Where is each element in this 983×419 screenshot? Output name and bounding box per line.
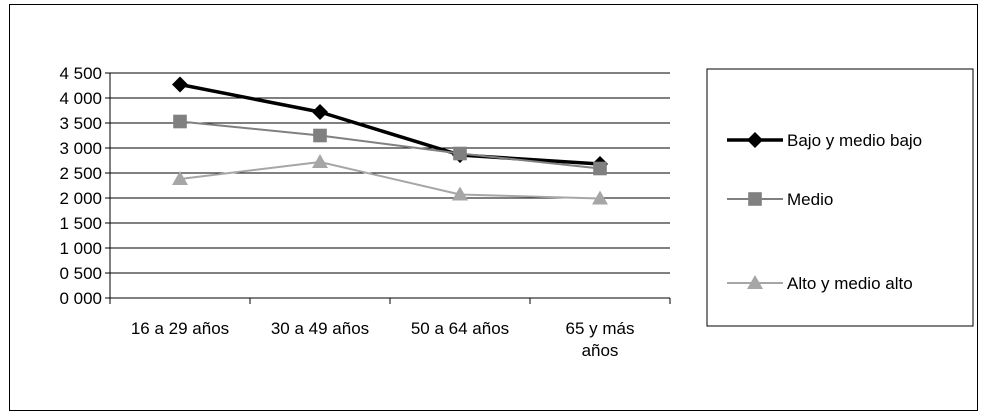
legend-label: Medio <box>787 190 833 209</box>
x-tick-label: 50 a 64 años <box>411 319 509 338</box>
series-line <box>179 120 601 170</box>
data-point-marker <box>172 76 188 93</box>
legend-item-3: Alto y medio alto <box>727 274 913 293</box>
series-lines <box>172 76 608 205</box>
data-point-marker <box>313 128 327 143</box>
y-tick-label: 1 500 <box>59 214 102 233</box>
series-line <box>179 161 601 200</box>
legend-marker-swatch <box>747 132 763 148</box>
legend-item-1: Bajo y medio bajo <box>727 131 922 150</box>
data-point-marker <box>312 154 328 168</box>
x-tick-label: 65 y más años <box>566 319 635 360</box>
data-point-marker <box>593 161 607 176</box>
axes <box>105 72 671 304</box>
y-tick-label: 2 500 <box>59 164 102 183</box>
chart-frame: 0 000 0 500 1 000 1 500 2 000 2 500 3 000 3 500… <box>9 4 978 411</box>
y-tick-label: 3 500 <box>59 114 102 133</box>
data-point-marker <box>312 104 328 120</box>
series-line <box>179 82 601 166</box>
line-chart: 0 000 0 500 1 000 1 500 2 000 2 500 3 000 3 500… <box>59 64 974 360</box>
x-tick-label: 16 a 29 años <box>131 319 229 338</box>
data-point-marker <box>452 186 468 201</box>
legend-label: Bajo y medio bajo <box>787 131 922 150</box>
x-tick-label: 30 a 49 años <box>271 319 369 338</box>
y-axis-tick-labels: 0 000 0 500 1 000 1 500 2 000 2 500 3 000 3 500… <box>59 64 102 308</box>
legend-item-2: Medio <box>727 190 833 209</box>
data-point-marker <box>172 171 188 185</box>
series-3 <box>172 154 608 205</box>
y-tick-label: 0 000 <box>59 289 102 308</box>
series-2 <box>173 114 607 176</box>
legend: Bajo y medio bajo Medio Alto y medio alto <box>706 68 974 327</box>
gridlines <box>110 72 670 274</box>
data-point-marker <box>453 146 467 161</box>
x-axis-tick-labels: 16 a 29 años 30 a 49 años 50 a 64 años 65 y… <box>131 319 635 360</box>
y-tick-label: 0 500 <box>59 264 102 283</box>
y-tick-label: 3 000 <box>59 139 102 158</box>
legend-marker-swatch <box>747 275 763 289</box>
y-tick-label: 1 000 <box>59 239 102 258</box>
y-tick-label: 2 000 <box>59 189 102 208</box>
y-tick-label: 4 000 <box>59 89 102 108</box>
data-point-marker <box>173 114 187 129</box>
legend-marker-swatch <box>748 192 762 206</box>
data-point-marker <box>592 190 608 205</box>
legend-label: Alto y medio alto <box>787 274 913 293</box>
series-1 <box>172 76 608 172</box>
y-tick-label: 4 500 <box>59 64 102 83</box>
